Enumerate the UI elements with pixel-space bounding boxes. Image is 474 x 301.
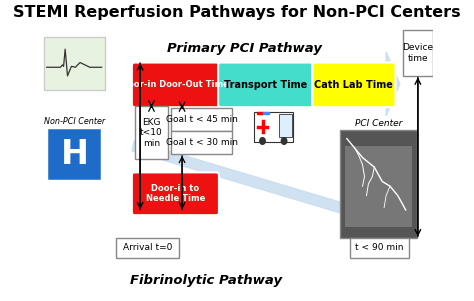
FancyBboxPatch shape xyxy=(350,238,409,258)
FancyBboxPatch shape xyxy=(44,37,105,90)
Circle shape xyxy=(260,138,265,144)
Text: Door-in to
Needle Time: Door-in to Needle Time xyxy=(146,184,205,203)
FancyBboxPatch shape xyxy=(132,63,219,107)
Bar xyxy=(263,111,269,114)
Text: EKG
t<10
min: EKG t<10 min xyxy=(140,118,163,147)
Text: Non-PCI Center: Non-PCI Center xyxy=(44,117,105,126)
FancyBboxPatch shape xyxy=(171,132,232,154)
Text: Device
time: Device time xyxy=(402,43,433,63)
Text: H: H xyxy=(60,138,88,171)
Text: Door-in Door-Out Time: Door-in Door-Out Time xyxy=(121,80,229,89)
Text: Cath Lab Time: Cath Lab Time xyxy=(314,80,393,90)
Text: STEMI Reperfusion Pathways for Non-PCI Centers: STEMI Reperfusion Pathways for Non-PCI C… xyxy=(13,5,461,20)
Text: t < 90 min: t < 90 min xyxy=(355,244,403,253)
FancyBboxPatch shape xyxy=(171,108,232,131)
FancyBboxPatch shape xyxy=(46,127,102,181)
FancyBboxPatch shape xyxy=(132,172,219,215)
FancyBboxPatch shape xyxy=(116,238,179,258)
Text: Goal t < 45 min: Goal t < 45 min xyxy=(166,115,237,124)
Text: Arrival t=0: Arrival t=0 xyxy=(123,244,173,253)
FancyBboxPatch shape xyxy=(340,130,417,237)
FancyBboxPatch shape xyxy=(218,63,313,107)
FancyBboxPatch shape xyxy=(402,30,433,76)
FancyArrow shape xyxy=(132,141,380,224)
Bar xyxy=(256,111,263,114)
FancyBboxPatch shape xyxy=(345,146,411,227)
Text: Primary PCI Pathway: Primary PCI Pathway xyxy=(167,42,322,55)
FancyBboxPatch shape xyxy=(254,113,293,142)
FancyBboxPatch shape xyxy=(279,114,292,137)
Text: Transport Time: Transport Time xyxy=(224,80,307,90)
Text: Fibrinolytic Pathway: Fibrinolytic Pathway xyxy=(129,274,282,287)
FancyBboxPatch shape xyxy=(312,63,395,107)
FancyBboxPatch shape xyxy=(135,106,168,159)
Text: Goal t < 30 min: Goal t < 30 min xyxy=(166,138,237,147)
Polygon shape xyxy=(133,52,400,116)
Text: PCI Center: PCI Center xyxy=(356,119,403,128)
Circle shape xyxy=(282,138,287,144)
